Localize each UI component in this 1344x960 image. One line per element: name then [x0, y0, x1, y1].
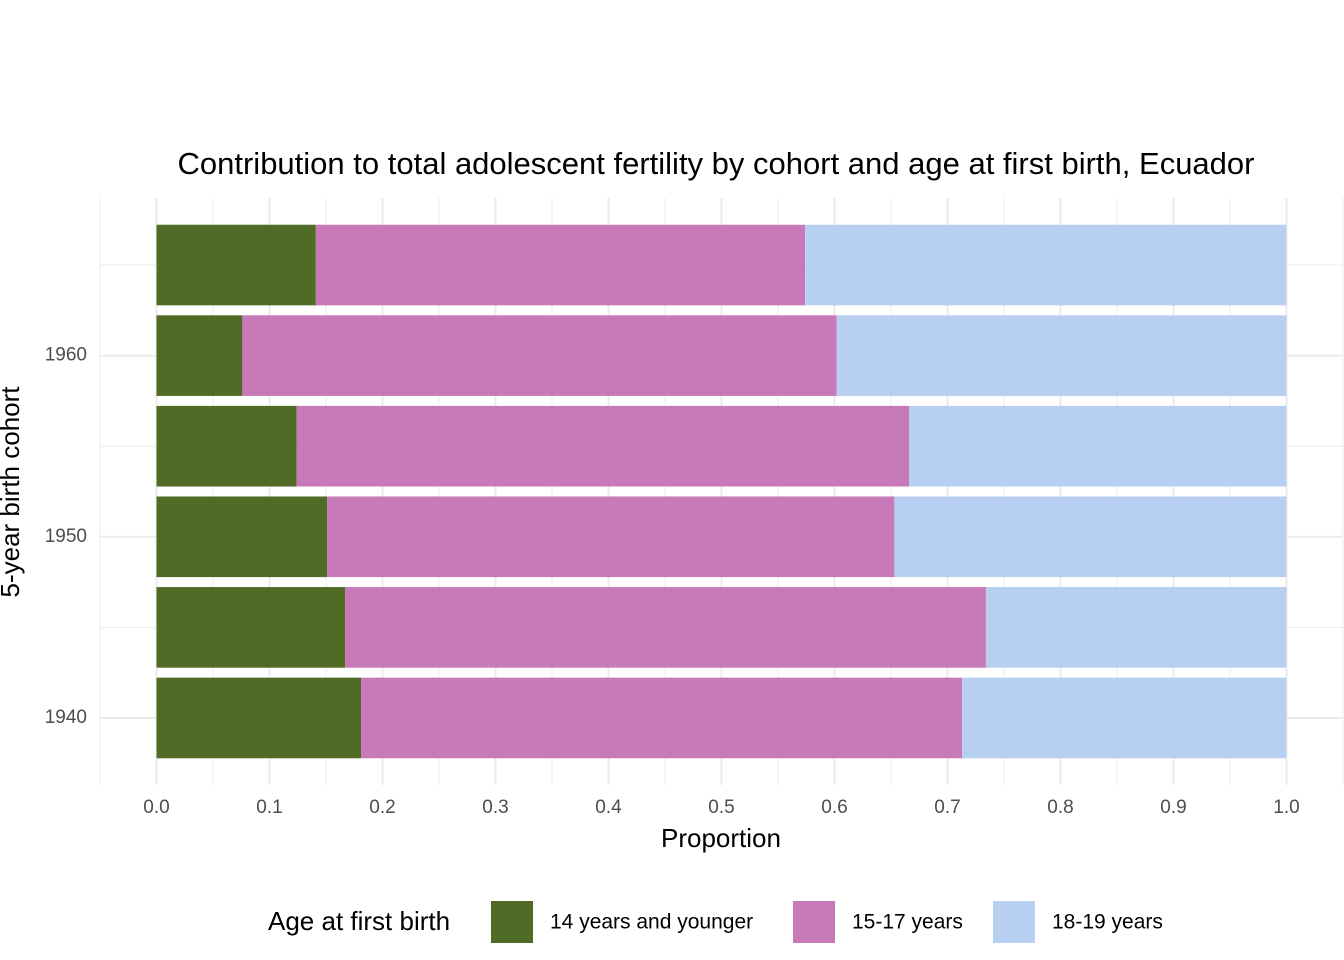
bar-segment: [962, 677, 1287, 759]
bar-segment: [242, 315, 837, 396]
x-tick-label: 0.8: [1047, 797, 1073, 818]
y-tick-label: 1960: [45, 345, 87, 366]
bar-segment: [156, 587, 346, 668]
x-axis-title: Proportion: [661, 823, 781, 853]
y-tick-label: 1940: [45, 707, 87, 728]
bar-segment: [156, 677, 362, 759]
bar-segment: [836, 315, 1287, 396]
bar-segment: [296, 405, 910, 487]
legend-title: Age at first birth: [268, 906, 450, 936]
bar-segment: [315, 224, 806, 306]
bar-segment: [156, 224, 316, 306]
x-tick-label: 0.4: [595, 797, 622, 818]
x-tick-label: 0.6: [821, 797, 847, 818]
legend-key: [491, 901, 533, 943]
legend-key: [993, 901, 1035, 943]
y-tick-label: 1950: [45, 526, 87, 547]
x-tick-label: 0.2: [369, 797, 395, 818]
x-tick-label: 0.0: [143, 797, 169, 818]
legend-label: 18-19 years: [1052, 911, 1163, 934]
legend-key: [793, 901, 835, 943]
x-tick-label: 0.3: [482, 797, 508, 818]
y-axis-title: 5-year birth cohort: [0, 386, 25, 598]
chart-title: Contribution to total adolescent fertili…: [178, 146, 1255, 181]
bar-segment: [985, 587, 1287, 668]
x-tick-label: 1.0: [1273, 797, 1299, 818]
bar-segment: [909, 405, 1287, 487]
x-tick-label: 0.1: [256, 797, 282, 818]
bar-segment: [156, 405, 297, 487]
bar-segment: [345, 587, 986, 668]
bar-segment: [361, 677, 963, 759]
x-tick-label: 0.7: [934, 797, 960, 818]
bar-segment: [156, 496, 328, 578]
bar-segment: [894, 496, 1287, 578]
x-tick-label: 0.5: [708, 797, 734, 818]
x-tick-label: 0.9: [1160, 797, 1186, 818]
legend-label: 14 years and younger: [550, 911, 753, 934]
bar-segment: [327, 496, 895, 578]
bar-segment: [156, 315, 243, 396]
legend-label: 15-17 years: [852, 911, 963, 934]
bar-segment: [805, 224, 1287, 306]
